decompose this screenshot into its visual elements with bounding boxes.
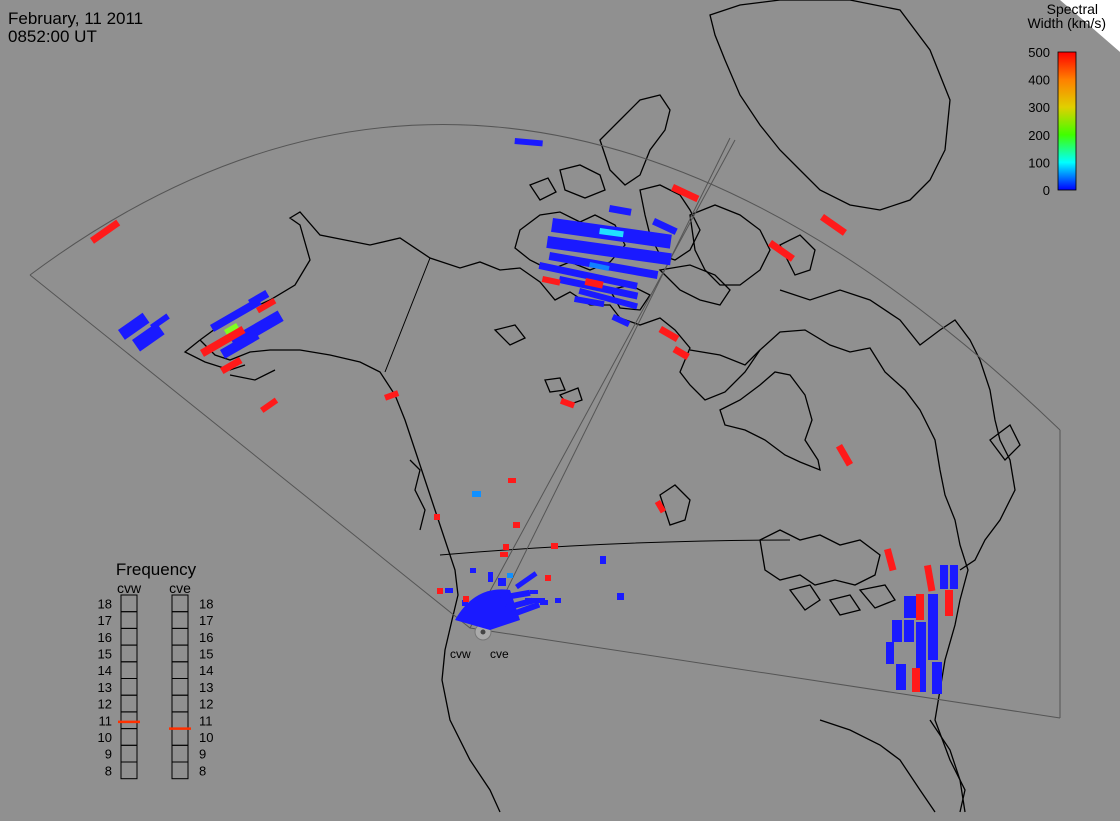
frequency-tick-right: 14 — [199, 663, 213, 678]
time-label: 0852:00 UT — [8, 27, 97, 46]
frequency-tick-left: 18 — [98, 596, 112, 611]
fov-outline — [29, 123, 1061, 719]
frequency-radar-left: cvw — [117, 580, 142, 596]
frequency-tick-left: 15 — [98, 646, 112, 661]
frequency-cell-cve — [171, 761, 189, 780]
borders — [384, 257, 791, 556]
frequency-tick-right: 15 — [199, 646, 213, 661]
frequency-tick-right: 18 — [199, 596, 213, 611]
colorbar-scale — [1057, 51, 1077, 191]
colorbar-title-2: Width (km/s) — [1027, 15, 1106, 31]
frequency-cell-cvw — [120, 761, 138, 780]
radar-label-cvw: cvw — [450, 647, 471, 661]
corner-wedge — [1060, 0, 1120, 52]
frequency-tick-right: 16 — [199, 630, 213, 645]
radar-site-center — [480, 629, 486, 635]
colorbar-tick-label: 200 — [1028, 128, 1050, 143]
frequency-tick-right: 13 — [199, 680, 213, 695]
date-label: February, 11 2011 — [8, 9, 143, 28]
frequency-tick-left: 13 — [98, 680, 112, 695]
colorbar: Spectral Width (km/s) 500 400 300 200 100 0 — [1027, 1, 1106, 198]
frequency-title: Frequency — [116, 560, 197, 579]
scatter-high-width — [89, 184, 953, 692]
frequency-tick-left: 17 — [98, 613, 112, 628]
frequency-tick-left: 12 — [98, 697, 112, 712]
frequency-tick-left: 14 — [98, 663, 112, 678]
frequency-radar-right: cve — [169, 580, 191, 596]
frequency-tick-left: 11 — [99, 713, 113, 728]
frequency-tick-left: 8 — [105, 763, 112, 778]
frequency-tick-left: 16 — [98, 630, 112, 645]
frequency-tick-right: 10 — [199, 730, 213, 745]
colorbar-title-1: Spectral — [1047, 1, 1098, 17]
frequency-tick-left: 10 — [98, 730, 112, 745]
coastlines — [183, 0, 1021, 813]
colorbar-tick-label: 300 — [1028, 100, 1050, 115]
frequency-tick-right: 8 — [199, 763, 206, 778]
frequency-tick-right: 17 — [199, 613, 213, 628]
radar-label-cve: cve — [490, 647, 509, 661]
frequency-tick-right: 12 — [199, 697, 213, 712]
frequency-tick-right: 11 — [199, 713, 213, 728]
colorbar-tick-label: 500 — [1028, 45, 1050, 60]
scatter-low-width — [118, 138, 958, 694]
colorbar-tick-label: 400 — [1028, 73, 1050, 88]
colorbar-tick-label: 0 — [1043, 183, 1050, 198]
colorbar-tick-label: 100 — [1028, 155, 1050, 170]
frequency-tick-right: 9 — [199, 747, 206, 762]
frequency-tick-left: 9 — [105, 747, 112, 762]
